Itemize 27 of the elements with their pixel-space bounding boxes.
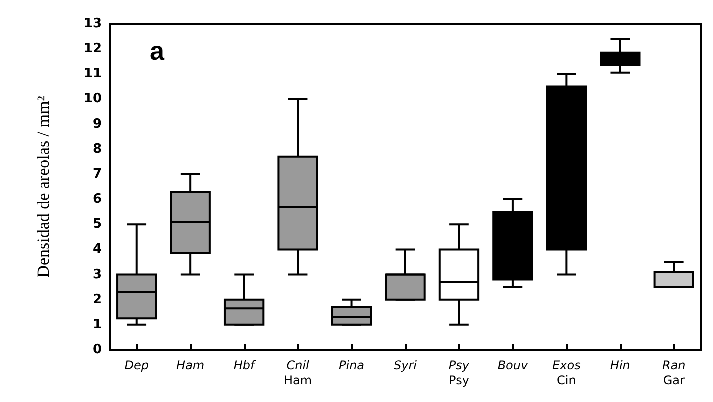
y-tick-label: 2	[92, 292, 102, 308]
y-tick-label: 10	[84, 92, 102, 107]
y-tick-label: 9	[92, 116, 102, 132]
x-tick-label: Exos Cin	[552, 358, 581, 388]
x-tick-label: Ran Gar	[662, 358, 686, 388]
y-tick-label: 7	[92, 166, 102, 182]
x-tick-label: Hin	[610, 358, 630, 372]
x-tick-label: Ham	[176, 358, 205, 372]
x-tick-label: Dep	[124, 358, 150, 372]
y-tick-label: 12	[84, 42, 102, 57]
x-tick-label: Psy Psy	[448, 358, 470, 388]
x-tick-label: Hbf	[234, 358, 257, 372]
y-tick-label: 8	[92, 142, 102, 157]
x-tick-label: Cnil Ham	[284, 358, 312, 388]
annotation: a	[150, 36, 165, 66]
y-tick-label: 1	[92, 317, 102, 332]
y-tick-label: 6	[92, 192, 102, 208]
y-tick-label: 0	[92, 342, 102, 358]
y-axis-title: Densidad de areolas / mm²	[34, 96, 53, 278]
x-tick-label: Bouv	[498, 358, 529, 372]
y-tick-label: 4	[92, 242, 102, 258]
y-tick-label: 11	[84, 66, 102, 82]
y-tick-label: 13	[84, 16, 102, 32]
y-tick-label: 5	[92, 217, 102, 232]
x-tick-label: Pina	[339, 358, 365, 372]
x-tick-label: Syri	[394, 358, 418, 372]
y-tick-label: 3	[92, 267, 102, 282]
